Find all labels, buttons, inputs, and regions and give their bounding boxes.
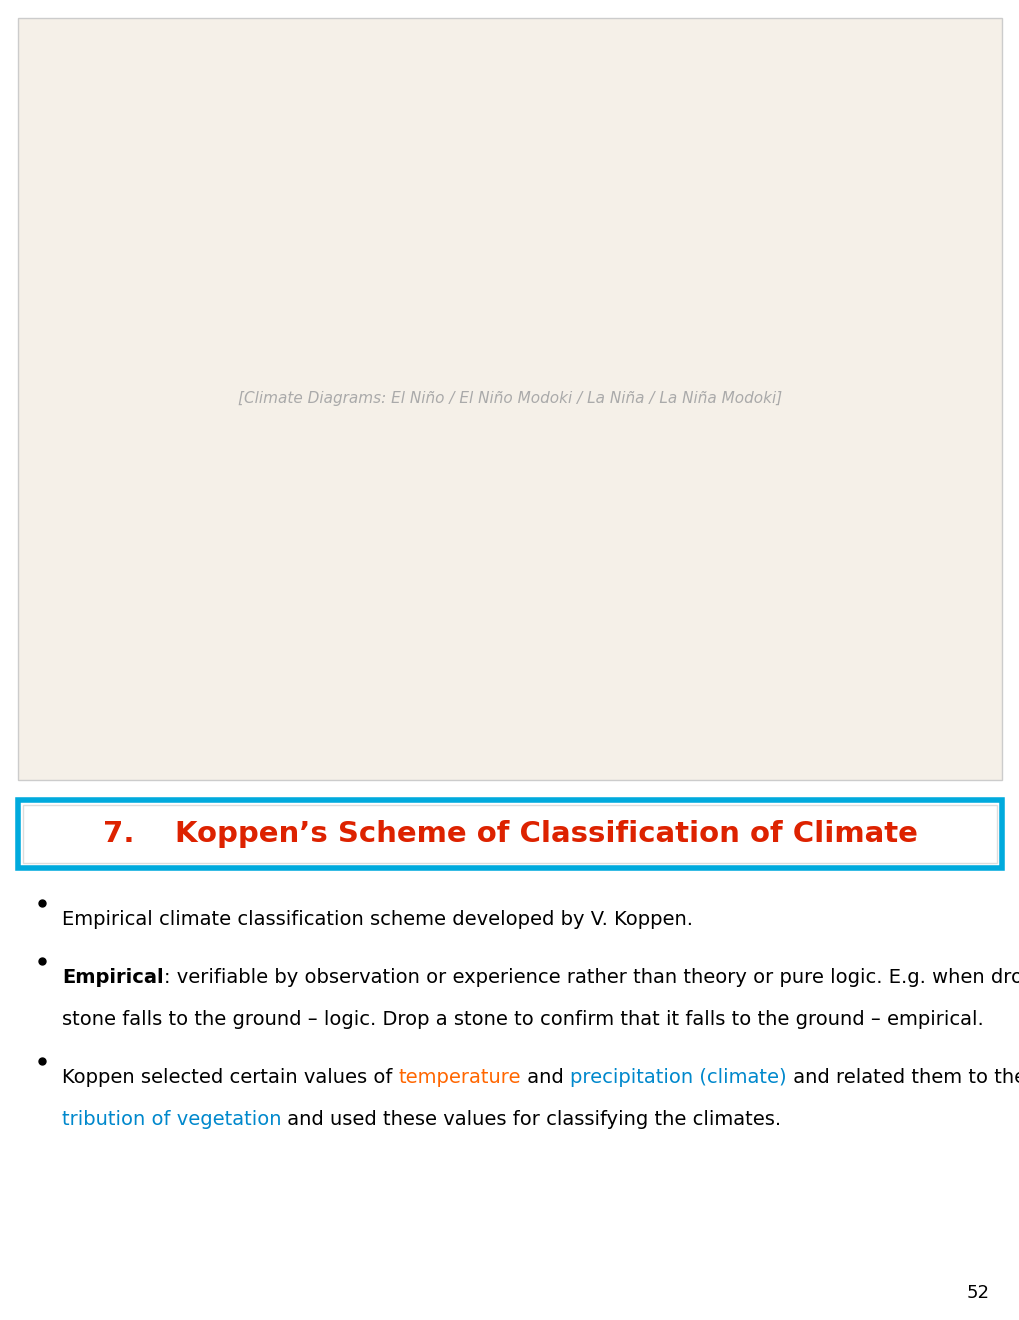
Text: precipitation (climate): precipitation (climate) — [570, 1068, 786, 1086]
Text: and: and — [521, 1068, 570, 1086]
Text: 52: 52 — [966, 1284, 989, 1302]
Text: temperature: temperature — [398, 1068, 521, 1086]
Text: Koppen selected certain values of: Koppen selected certain values of — [62, 1068, 398, 1086]
Text: Empirical: Empirical — [62, 968, 163, 987]
FancyBboxPatch shape — [18, 18, 1001, 780]
Text: Empirical climate classification scheme developed by V. Koppen.: Empirical climate classification scheme … — [62, 909, 692, 929]
Text: tribution of vegetation: tribution of vegetation — [62, 1110, 281, 1129]
Text: : verifiable by observation or experience rather than theory or pure logic. E.g.: : verifiable by observation or experienc… — [163, 968, 1019, 987]
Text: stone falls to the ground – logic. Drop a stone to confirm that it falls to the : stone falls to the ground – logic. Drop … — [62, 1010, 982, 1030]
Text: and used these values for classifying the climates.: and used these values for classifying th… — [281, 1110, 781, 1129]
FancyBboxPatch shape — [23, 805, 996, 863]
Text: and related them to the: and related them to the — [786, 1068, 1019, 1086]
Text: 7.    Koppen’s Scheme of Classification of Climate: 7. Koppen’s Scheme of Classification of … — [103, 820, 916, 847]
FancyBboxPatch shape — [18, 800, 1001, 869]
Text: [Climate Diagrams: El Niño / El Niño Modoki / La Niña / La Niña Modoki]: [Climate Diagrams: El Niño / El Niño Mod… — [237, 392, 782, 407]
